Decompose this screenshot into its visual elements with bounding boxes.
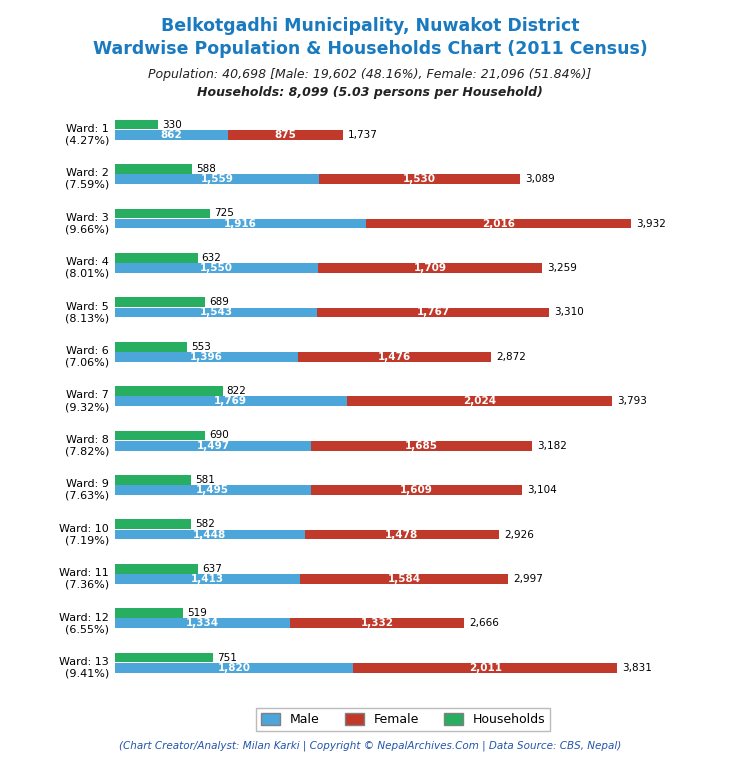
Text: 822: 822 bbox=[226, 386, 246, 396]
Bar bbox=[311, 441, 532, 451]
Bar bbox=[115, 164, 192, 174]
Bar bbox=[300, 574, 508, 584]
Bar bbox=[115, 352, 297, 362]
Bar bbox=[115, 441, 311, 451]
Bar bbox=[319, 174, 520, 184]
Bar bbox=[115, 396, 347, 406]
Text: 1,396: 1,396 bbox=[190, 352, 223, 362]
Text: 1,530: 1,530 bbox=[403, 174, 436, 184]
Text: 519: 519 bbox=[186, 608, 206, 618]
Bar bbox=[115, 342, 187, 352]
Text: 689: 689 bbox=[209, 297, 229, 307]
Text: 1,609: 1,609 bbox=[400, 485, 433, 495]
Text: 1,497: 1,497 bbox=[196, 441, 229, 451]
Text: 3,831: 3,831 bbox=[622, 663, 653, 673]
Text: 1,767: 1,767 bbox=[417, 307, 450, 317]
Text: 2,024: 2,024 bbox=[463, 396, 496, 406]
Text: Population: 40,698 [Male: 19,602 (48.16%), Female: 21,096 (51.84%)]: Population: 40,698 [Male: 19,602 (48.16%… bbox=[149, 68, 591, 81]
Bar bbox=[115, 174, 319, 184]
Bar bbox=[115, 263, 318, 273]
Bar bbox=[115, 530, 305, 539]
Text: 862: 862 bbox=[161, 130, 182, 140]
Text: 1,820: 1,820 bbox=[218, 663, 251, 673]
Text: 1,495: 1,495 bbox=[196, 485, 229, 495]
Text: 1,709: 1,709 bbox=[414, 263, 447, 273]
Text: 2,997: 2,997 bbox=[513, 574, 543, 584]
Text: 1,448: 1,448 bbox=[193, 529, 226, 540]
Bar bbox=[305, 530, 499, 539]
Text: 3,259: 3,259 bbox=[548, 263, 577, 273]
Bar bbox=[115, 564, 198, 574]
Text: 330: 330 bbox=[162, 120, 182, 130]
Text: 3,793: 3,793 bbox=[617, 396, 648, 406]
Text: 2,666: 2,666 bbox=[470, 618, 500, 628]
Text: 588: 588 bbox=[196, 164, 215, 174]
Bar bbox=[115, 386, 223, 396]
Bar bbox=[115, 208, 210, 218]
Bar bbox=[297, 352, 491, 362]
Bar bbox=[115, 653, 213, 663]
Legend: Male, Female, Households: Male, Female, Households bbox=[256, 708, 551, 731]
Bar bbox=[115, 219, 366, 229]
Bar bbox=[228, 130, 343, 140]
Bar bbox=[318, 263, 542, 273]
Bar bbox=[115, 663, 354, 673]
Text: 582: 582 bbox=[195, 519, 215, 529]
Bar bbox=[354, 663, 617, 673]
Text: 1,559: 1,559 bbox=[201, 174, 233, 184]
Bar bbox=[115, 130, 228, 140]
Bar bbox=[115, 608, 183, 618]
Text: 690: 690 bbox=[209, 431, 229, 441]
Text: 1,476: 1,476 bbox=[378, 352, 411, 362]
Text: 3,932: 3,932 bbox=[636, 219, 665, 229]
Text: (Chart Creator/Analyst: Milan Karki | Copyright © NepalArchives.Com | Data Sourc: (Chart Creator/Analyst: Milan Karki | Co… bbox=[119, 740, 621, 751]
Bar bbox=[311, 485, 522, 495]
Text: 2,016: 2,016 bbox=[482, 219, 515, 229]
Text: 1,916: 1,916 bbox=[224, 219, 257, 229]
Text: 1,584: 1,584 bbox=[388, 574, 420, 584]
Bar bbox=[317, 307, 549, 317]
Text: 3,104: 3,104 bbox=[527, 485, 557, 495]
Bar bbox=[366, 219, 630, 229]
Bar bbox=[347, 396, 612, 406]
Text: 1,413: 1,413 bbox=[191, 574, 224, 584]
Text: 3,310: 3,310 bbox=[554, 307, 584, 317]
Text: 1,478: 1,478 bbox=[385, 529, 418, 540]
Text: 1,334: 1,334 bbox=[186, 618, 219, 628]
Text: 1,685: 1,685 bbox=[405, 441, 438, 451]
Bar bbox=[115, 574, 300, 584]
Bar bbox=[289, 618, 465, 628]
Text: 725: 725 bbox=[214, 208, 234, 218]
Text: 2,872: 2,872 bbox=[497, 352, 527, 362]
Text: Wardwise Population & Households Chart (2011 Census): Wardwise Population & Households Chart (… bbox=[92, 40, 648, 58]
Text: 1,769: 1,769 bbox=[215, 396, 247, 406]
Text: 637: 637 bbox=[202, 564, 222, 574]
Bar bbox=[115, 297, 205, 307]
Text: 1,550: 1,550 bbox=[200, 263, 233, 273]
Text: 875: 875 bbox=[275, 130, 296, 140]
Text: 2,926: 2,926 bbox=[504, 529, 534, 540]
Bar bbox=[115, 519, 191, 529]
Text: 3,089: 3,089 bbox=[525, 174, 555, 184]
Text: 2,011: 2,011 bbox=[469, 663, 502, 673]
Bar bbox=[115, 475, 191, 485]
Bar bbox=[115, 253, 198, 263]
Bar bbox=[115, 120, 158, 130]
Text: 1,543: 1,543 bbox=[199, 307, 232, 317]
Text: 553: 553 bbox=[191, 342, 211, 352]
Text: 1,332: 1,332 bbox=[360, 618, 394, 628]
Text: 3,182: 3,182 bbox=[537, 441, 568, 451]
Text: 751: 751 bbox=[217, 653, 237, 663]
Bar bbox=[115, 485, 311, 495]
Text: Households: 8,099 (5.03 persons per Household): Households: 8,099 (5.03 persons per Hous… bbox=[197, 86, 543, 99]
Text: 581: 581 bbox=[195, 475, 215, 485]
Bar bbox=[115, 307, 317, 317]
Bar bbox=[115, 618, 289, 628]
Text: Belkotgadhi Municipality, Nuwakot District: Belkotgadhi Municipality, Nuwakot Distri… bbox=[161, 17, 579, 35]
Bar bbox=[115, 431, 205, 440]
Text: 1,737: 1,737 bbox=[348, 130, 377, 140]
Text: 632: 632 bbox=[201, 253, 221, 263]
